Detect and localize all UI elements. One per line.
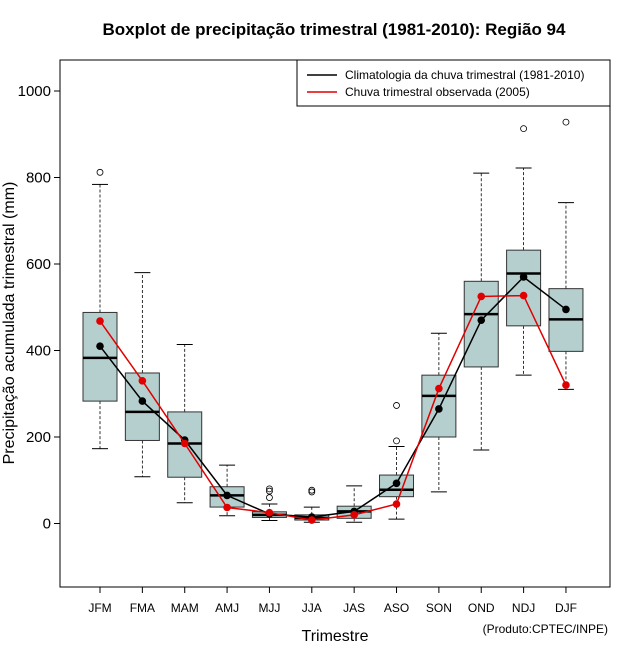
outlier-point bbox=[520, 125, 527, 133]
observed-point bbox=[392, 500, 401, 508]
outlier-point bbox=[266, 494, 273, 501]
legend-box bbox=[296, 59, 611, 107]
x-tick-label: NDJ bbox=[512, 601, 535, 615]
climatology-point bbox=[435, 405, 443, 413]
y-tick-label: 600 bbox=[26, 256, 51, 273]
observed-point bbox=[308, 516, 316, 524]
x-tick-label: SON bbox=[426, 601, 452, 615]
x-tick-label: FMA bbox=[130, 601, 155, 615]
x-tick-label: DJF bbox=[555, 601, 577, 615]
legend-label-observed: Chuva trimestral observada (2005) bbox=[345, 85, 530, 99]
legend: Climatologia da chuva trimestral (1981-2… bbox=[296, 59, 611, 107]
climatology-point bbox=[519, 273, 528, 281]
observed-point bbox=[350, 511, 358, 519]
x-tick-label: JFM bbox=[88, 601, 111, 615]
x-tick-label: OND bbox=[468, 601, 495, 615]
outlier-point bbox=[393, 402, 400, 409]
box-ndj bbox=[506, 249, 542, 327]
outlier-point bbox=[308, 486, 316, 494]
outlier-point bbox=[562, 118, 570, 126]
climatology-point bbox=[392, 479, 401, 488]
outlier-point bbox=[308, 488, 316, 496]
observed-point bbox=[435, 384, 443, 393]
observed-point bbox=[180, 439, 189, 448]
observed-point bbox=[562, 381, 570, 389]
chart-title: Boxplot de precipitação trimestral (1981… bbox=[103, 20, 566, 39]
y-tick-label: 0 bbox=[43, 516, 51, 533]
outlier-point bbox=[96, 168, 104, 176]
observed-point bbox=[265, 508, 274, 517]
climatology-point bbox=[477, 316, 486, 325]
plot-area: 0 200 400 600 800 1000 JFM FMA MAM AMJ MJJ JJA JAS AS… bbox=[18, 59, 611, 615]
legend-label-climatology: Climatologia da chuva trimestral (1981-2… bbox=[345, 68, 584, 82]
outlier-point bbox=[266, 487, 273, 495]
x-tick-label: MAM bbox=[171, 601, 199, 615]
observed-point bbox=[138, 376, 147, 385]
y-tick-label: 200 bbox=[26, 429, 51, 446]
credit-text: (Produto:CPTEC/INPE) bbox=[483, 622, 608, 636]
observed-line bbox=[99, 294, 567, 521]
observed-point bbox=[519, 291, 528, 300]
outlier-point bbox=[393, 437, 400, 445]
observed-point bbox=[223, 503, 231, 512]
climatology-point bbox=[562, 305, 570, 314]
observed-point bbox=[477, 292, 486, 301]
x-tick-label: AMJ bbox=[215, 601, 239, 615]
y-tick-label: 1000 bbox=[18, 83, 51, 100]
x-axis-label: Trimestre bbox=[302, 628, 369, 645]
x-tick-label: MJJ bbox=[258, 601, 280, 615]
climatology-point bbox=[223, 491, 231, 500]
climatology-point bbox=[96, 342, 104, 350]
outlier-point bbox=[266, 485, 273, 493]
y-tick-label: 800 bbox=[26, 170, 51, 187]
climatology-point bbox=[138, 397, 147, 405]
x-tick-label: JJA bbox=[302, 601, 322, 615]
observed-point bbox=[96, 317, 104, 325]
x-tick-label: ASO bbox=[384, 601, 409, 615]
x-tick-label: JAS bbox=[343, 601, 365, 615]
y-axis-label: Precipitação acumulada trimestral (mm) bbox=[1, 182, 18, 465]
y-tick-label: 400 bbox=[26, 343, 51, 360]
